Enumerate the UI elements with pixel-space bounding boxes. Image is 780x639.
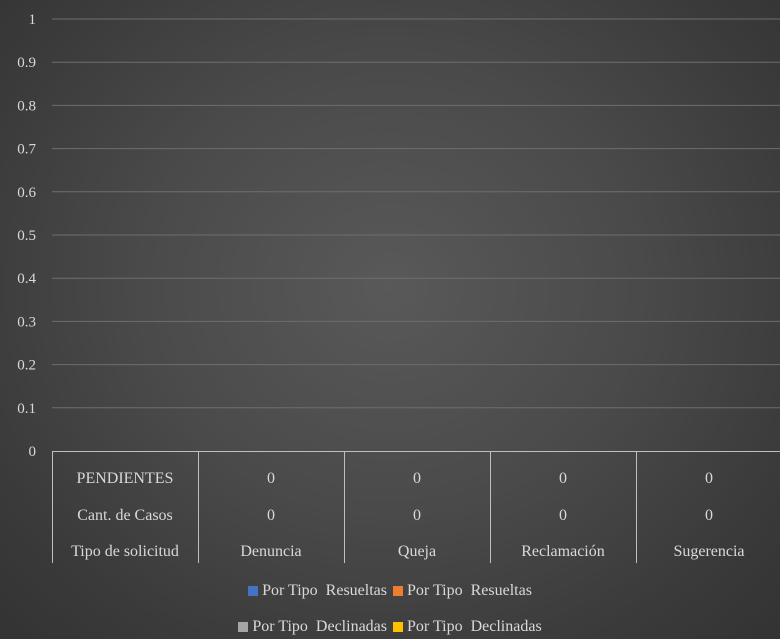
legend-item: Por Tipo Declinadas	[393, 616, 542, 638]
legend-swatch	[393, 622, 403, 632]
table-cell-value: 0	[559, 507, 567, 524]
y-tick-label: 0.3	[17, 314, 36, 330]
table-cell-value: 0	[559, 470, 567, 487]
table-cell-value: 0	[705, 507, 713, 524]
data-table: PENDIENTES 0 0 0 0 Cant. de Casos 0 0 0 0 Tipo de …	[52, 451, 780, 563]
table-row-label: PENDIENTES	[77, 470, 174, 487]
legend-item: Por Tipo Declinadas	[238, 616, 387, 638]
legend-swatch	[238, 622, 249, 632]
table-cell-value: 0	[413, 470, 421, 487]
y-axis-tick-labels: 0 0.1 0.2 0.3 0.4 0.5 0.6 0.7 0.8 0.9 1	[17, 12, 36, 460]
legend-row: Por Tipo Resueltas Por Tipo Resueltas	[0, 580, 780, 602]
y-tick-label: 0.5	[17, 228, 36, 244]
x-tick-label: Denuncia	[240, 543, 301, 560]
table-row-label: Cant. de Casos	[77, 507, 173, 524]
x-tick-label: Queja	[398, 543, 436, 560]
table-cell-value: 0	[267, 470, 275, 487]
legend-label: Por Tipo Declinadas	[252, 618, 387, 635]
legend-label: Por Tipo Declinadas	[407, 618, 542, 635]
y-tick-label: 0.7	[17, 142, 36, 158]
x-tick-label: Reclamación	[521, 543, 605, 560]
table-category-row-label: Tipo de solicitud	[71, 543, 179, 560]
y-tick-label: 0.6	[17, 185, 36, 201]
legend-label: Por Tipo Resueltas	[407, 582, 532, 599]
legend-swatch	[393, 586, 403, 596]
gridlines	[52, 18, 780, 409]
y-tick-label: 0.4	[17, 271, 36, 287]
y-tick-label: 1	[29, 12, 37, 28]
y-tick-label: 0.2	[17, 358, 36, 374]
legend: Por Tipo Resueltas Por Tipo Resueltas Por …	[0, 580, 780, 638]
legend-label: Por Tipo Resueltas	[262, 582, 387, 599]
legend-item: Por Tipo Resueltas	[248, 580, 387, 602]
y-tick-label: 0.8	[17, 98, 36, 114]
y-tick-label: 0	[29, 444, 37, 460]
legend-item: Por Tipo Resueltas	[393, 580, 532, 602]
x-tick-label: Sugerencia	[673, 543, 744, 560]
y-tick-label: 0.9	[17, 55, 36, 71]
table-cell-value: 0	[413, 507, 421, 524]
legend-row: Por Tipo Declinadas Por Tipo Declinadas	[0, 616, 780, 638]
legend-swatch	[248, 586, 259, 596]
y-tick-label: 0.1	[17, 401, 36, 417]
table-cell-value: 0	[705, 470, 713, 487]
table-cell-value: 0	[267, 507, 275, 524]
